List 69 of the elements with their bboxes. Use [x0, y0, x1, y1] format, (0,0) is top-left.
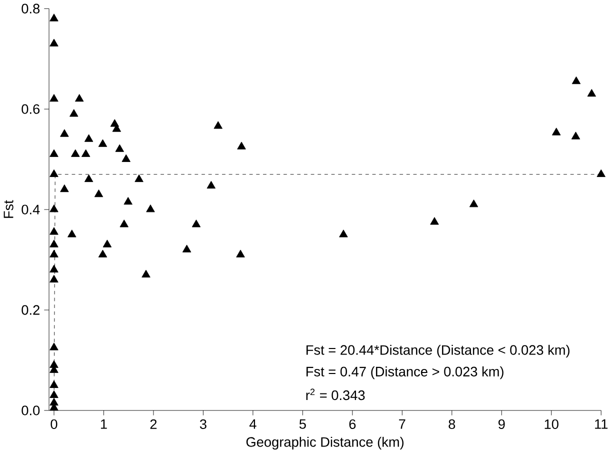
annotation: Fst = 20.44*Distance (Distance < 0.023 km) [306, 344, 570, 358]
y-axis-title: Fst [4, 200, 14, 218]
point [50, 250, 58, 258]
point [50, 342, 58, 350]
point [469, 199, 478, 207]
point [142, 270, 150, 278]
point [70, 108, 78, 117]
x-axis-title: Geographic Distance (km) [246, 436, 404, 450]
point [192, 219, 201, 228]
x-tick-label: 11 [595, 419, 608, 429]
point [50, 390, 58, 398]
point [71, 149, 80, 157]
annotation: Fst = 0.47 (Distance > 0.023 km) [306, 366, 504, 379]
point [81, 149, 90, 157]
y-tick-label: 0.0 [22, 405, 40, 416]
point [50, 38, 58, 46]
y-tick-label: 0.4 [22, 204, 40, 214]
point [587, 88, 596, 96]
point [339, 229, 348, 238]
y-tick-label: 0.2 [22, 304, 40, 315]
point [124, 196, 132, 204]
point [146, 204, 155, 212]
x-tick-label: 6 [349, 419, 356, 429]
point [182, 244, 192, 252]
point [50, 264, 58, 272]
x-tick-label: 9 [498, 419, 505, 429]
point [120, 219, 128, 228]
point [60, 184, 69, 192]
point [236, 250, 245, 258]
point [122, 154, 130, 162]
point [237, 142, 246, 150]
x-tick-label: 7 [399, 419, 406, 429]
point [214, 120, 222, 129]
point [552, 128, 561, 136]
point [68, 229, 76, 238]
y-tick-label: 0.6 [22, 104, 40, 114]
point [206, 180, 216, 188]
point [50, 380, 58, 388]
point [50, 13, 58, 22]
point [50, 169, 58, 177]
point [571, 132, 580, 140]
point [572, 76, 581, 84]
point [50, 274, 58, 282]
point [94, 189, 104, 197]
x-tick-label: 1 [100, 419, 107, 429]
point [50, 226, 58, 235]
y-tick-label: 0.8 [22, 4, 40, 14]
point [134, 174, 144, 182]
annotation: r$^{2}$ = 0.343 [306, 388, 365, 400]
point [102, 240, 112, 248]
x-tick-label: 0 [50, 419, 58, 429]
x-tick-label: 10 [544, 419, 558, 429]
x-tick-label: 3 [200, 419, 206, 429]
point [98, 250, 108, 258]
point [430, 216, 439, 225]
point [50, 204, 58, 212]
point [84, 134, 94, 142]
point [60, 129, 69, 137]
point [50, 94, 58, 102]
x-tick-label: 4 [249, 419, 256, 429]
point [50, 240, 58, 248]
x-tick-label: 8 [448, 419, 456, 429]
point [50, 149, 58, 157]
x-tick-label: 2 [150, 419, 157, 429]
point [115, 144, 124, 152]
point [98, 139, 108, 147]
point [84, 174, 94, 182]
x-tick-label: 5 [299, 419, 306, 429]
point [74, 94, 84, 102]
